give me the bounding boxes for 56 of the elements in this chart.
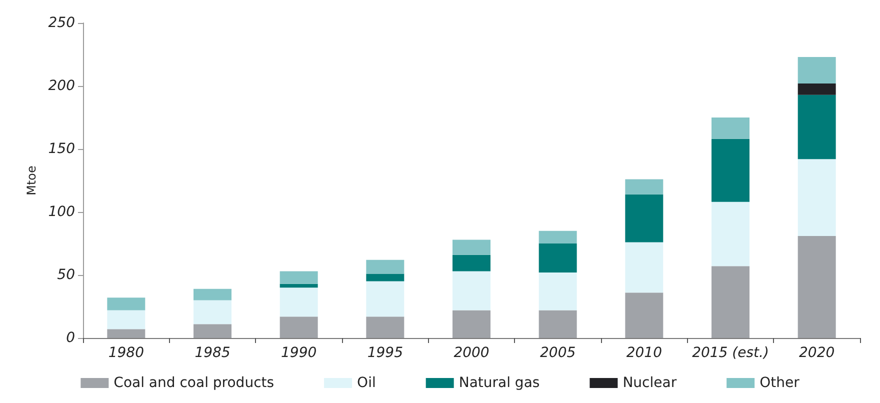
y-tick-label: 0 [66,330,76,346]
bar [107,310,146,330]
x-tick-label: 1985 [194,345,230,361]
x-tick-label: 1995 [367,345,404,361]
x-tick-label: 2015 (est.) [692,345,769,361]
bar [538,272,577,310]
bar [798,57,836,84]
y-axis-title: Mtoe [24,166,38,196]
bar [280,284,318,288]
bar [538,310,577,338]
y-tick-label: 150 [48,141,76,157]
bar [625,179,664,194]
y-tick-label: 250 [48,15,76,31]
bar [280,288,318,317]
y-tick-label: 200 [48,78,76,94]
bar [366,260,404,274]
bar [107,329,146,338]
legend-label: Other [760,375,800,391]
legend-label: Nuclear [622,375,677,391]
bar [625,242,664,293]
x-tick-label: 2005 [540,345,576,361]
bar [194,324,232,338]
x-tick-label: 2010 [626,345,662,361]
bar [366,274,404,282]
legend-label: Coal and coal products [114,375,274,391]
x-tick-label: 1990 [281,345,317,361]
bar [452,240,490,255]
bar [625,194,664,242]
x-tick-label: 1980 [108,345,144,361]
bar [194,288,232,300]
bar [798,159,836,236]
bar [712,266,750,338]
bar [107,298,146,310]
bar [280,316,318,338]
bar [712,138,750,202]
bar [280,271,318,284]
y-tick-label: 100 [48,204,76,220]
bar [538,244,577,272]
bar [712,202,750,266]
x-tick-label: 2020 [799,345,835,361]
legend-label: Natural gas [458,375,540,391]
bar [452,310,490,338]
legend-label: Oil [357,375,376,391]
bar [625,292,664,338]
bar [798,83,836,95]
bar [452,254,490,272]
bar [194,300,232,324]
bar [538,230,577,244]
bar [452,271,490,310]
y-tick-label: 50 [57,267,76,283]
x-tick-label: 2000 [454,345,490,361]
bar [712,118,750,139]
bar [798,94,836,160]
bar [798,236,836,338]
bar [366,281,404,317]
bar [366,316,404,338]
